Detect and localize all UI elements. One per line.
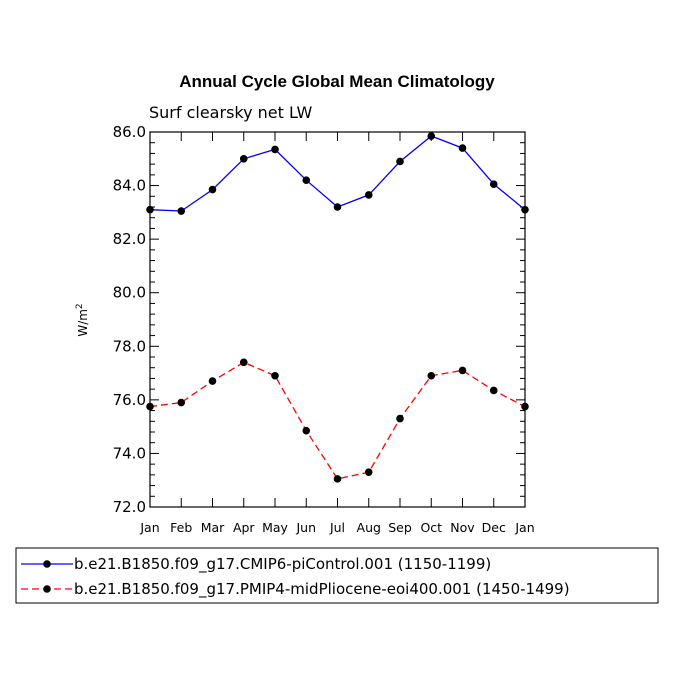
series-1-point (177, 207, 186, 215)
series-1-point (271, 145, 279, 154)
series-2-point (271, 371, 279, 380)
x-tick-label: Sep (388, 520, 412, 535)
x-tick-label: Jul (329, 520, 345, 535)
y-tick-label: 82.0 (113, 230, 146, 248)
legend-box (15, 547, 659, 604)
series-2-point (146, 402, 154, 411)
y-axis-label-text: W/m (76, 309, 90, 337)
y-tick-label: 72.0 (113, 498, 146, 516)
x-tick-label: Oct (420, 520, 442, 535)
series-2-point (458, 366, 467, 375)
y-tick-label: 78.0 (113, 337, 146, 355)
chart-subtitle: Surf clearsky net LW (149, 103, 312, 122)
series-1-point (364, 191, 373, 199)
series-1-point (458, 144, 467, 152)
series-line-1 (149, 135, 526, 212)
series-1-point (333, 203, 342, 211)
series-1-point (396, 157, 404, 166)
series-2-point (333, 475, 342, 483)
series-2-point (364, 468, 373, 476)
series-1-point (521, 205, 529, 214)
axes: 72.0 74.0 76.0 78.0 80.0 82.0 84.0 86.0 Jan Feb Ma… (113, 123, 535, 535)
x-tick-label: Nov (450, 520, 475, 535)
x-tick-label: Apr (233, 520, 255, 535)
series-2-point (521, 402, 529, 411)
series-2-point (427, 371, 436, 380)
series-1-point (146, 205, 154, 214)
y-axis-label: W/m2 (75, 303, 90, 336)
legend-label-1: b.e21.B1850.f09_g17.CMIP6-piControl.001 … (74, 555, 491, 574)
series-1-point (489, 180, 498, 189)
x-tick-label: May (262, 520, 288, 535)
chart-title: Annual Cycle Global Mean Climatology (179, 72, 495, 91)
y-tick-label: 84.0 (113, 177, 146, 195)
x-tick-label: Mar (201, 520, 225, 535)
legend-label-2: b.e21.B1850.f09_g17.PMIP4-midPliocene-eo… (74, 580, 570, 599)
plot-frame (149, 131, 526, 508)
series-2-point (489, 386, 498, 395)
x-tick-label: Jun (295, 520, 316, 535)
x-tick-label: Feb (170, 520, 192, 535)
series-2-point (239, 358, 248, 367)
series-1-point (208, 185, 217, 194)
x-tick-label: Dec (482, 520, 506, 535)
y-tick-label: 76.0 (113, 391, 146, 409)
series-1-point (302, 176, 311, 185)
series-2-point (177, 398, 186, 407)
svg-text:W/m2: W/m2 (75, 303, 90, 336)
y-axis-label-superscript: 2 (75, 303, 85, 309)
x-tick-label: Jan (139, 520, 159, 535)
legend-marker-2 (43, 585, 51, 593)
series-2-point (396, 414, 404, 423)
series-line-2 (149, 361, 526, 480)
x-tick-label: Aug (357, 520, 381, 535)
y-tick-label: 86.0 (113, 123, 146, 141)
legend: b.e21.B1850.f09_g17.CMIP6-piControl.001 … (15, 547, 659, 604)
series-layer (146, 132, 529, 483)
y-tick-label: 80.0 (113, 284, 146, 302)
series-1-point (427, 132, 436, 140)
x-tick-label: Jan (514, 520, 534, 535)
series-2-point (302, 426, 311, 435)
series-1-point (239, 154, 248, 163)
y-tick-label: 74.0 (113, 444, 146, 462)
series-2-point (208, 377, 217, 385)
legend-marker-1 (43, 560, 51, 568)
